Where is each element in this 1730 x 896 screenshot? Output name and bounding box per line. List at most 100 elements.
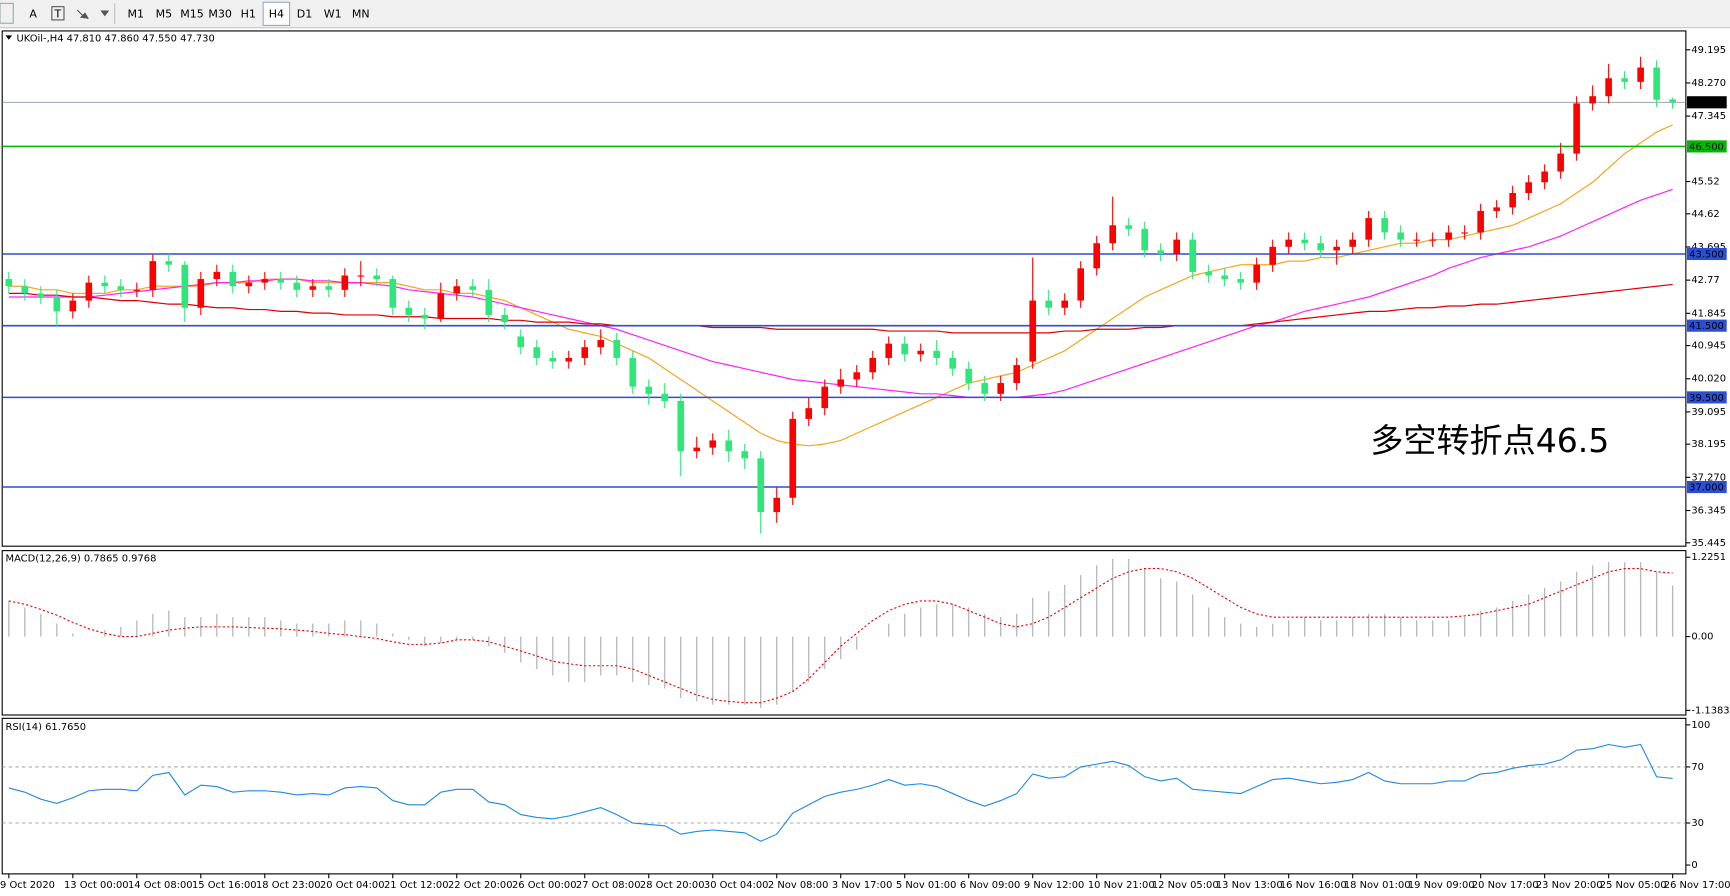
x-tick-label: 13 Nov 13:00 (1216, 880, 1283, 891)
candle-body (277, 279, 285, 283)
candle-body (677, 400, 685, 452)
timeframe-button[interactable]: M30 (208, 7, 232, 20)
candle-body (213, 271, 221, 280)
candle-body (69, 300, 77, 312)
level-label-box (1686, 140, 1727, 153)
candle-body (149, 261, 157, 290)
candle-body (901, 343, 909, 355)
level-label: 43.500 (1689, 250, 1724, 261)
y-tick-label: 0 (1691, 860, 1697, 871)
toolbar-items: A T M1 M5 M15 M30 H1 H4 D1 W1 MN (29, 1, 370, 26)
candle-body (1541, 171, 1548, 183)
x-tick-label: 9 Oct 2020 (0, 880, 55, 891)
x-tick-label: 28 Oct 20:00 (640, 880, 705, 891)
candle-body (773, 497, 781, 513)
x-tick-label: 18 Nov 01:00 (1344, 880, 1411, 891)
candle-body (1253, 264, 1260, 283)
x-tick-label: 9 Nov 12:00 (1024, 880, 1084, 891)
tool-icon[interactable] (76, 9, 110, 20)
x-tick-label: 13 Oct 00:00 (64, 880, 129, 891)
candle-body (1029, 300, 1037, 362)
x-tick-label: 19 Nov 09:00 (1408, 880, 1475, 891)
moving-average (8, 283, 1673, 334)
candle-body (1237, 279, 1244, 283)
timeframe-button[interactable]: D1 (297, 7, 313, 20)
x-tick-label: 21 Oct 12:00 (384, 880, 449, 891)
timeframe-active[interactable] (262, 1, 291, 26)
timeframe-button[interactable]: M5 (156, 7, 173, 20)
candle-body (869, 357, 877, 373)
candle-body (1573, 103, 1580, 154)
annotation: 多空转折点46.5 (1370, 421, 1609, 460)
x-tick-label: 20 Oct 04:00 (320, 880, 385, 891)
tool-icon-box[interactable] (51, 6, 65, 21)
timeframe-button[interactable]: M15 (180, 7, 204, 20)
candle-body (933, 350, 941, 358)
chart-title: UKOil-,H4 47.810 47.860 47.550 47.730 (17, 34, 215, 45)
candle-body (549, 357, 557, 362)
candle-body (1397, 232, 1404, 240)
candle-body (1045, 300, 1053, 308)
candle-body (1589, 96, 1596, 104)
level-label-box (1686, 319, 1727, 332)
macd-signal (8, 568, 1673, 704)
candle-body (1317, 243, 1324, 251)
candle-body (581, 347, 589, 358)
timeframe-button[interactable]: M1 (127, 7, 144, 20)
candle-body (821, 386, 829, 409)
rsi-panel (1, 717, 1687, 875)
plot-area (2, 56, 1686, 534)
candle-body (165, 261, 173, 265)
candle-body (1605, 78, 1612, 97)
candle-body (789, 418, 797, 498)
y-tick-label: 35.445 (1691, 538, 1726, 549)
candle-body (405, 307, 413, 315)
x-tick-label: 6 Nov 09:00 (960, 880, 1020, 891)
candle-body (437, 293, 445, 319)
candle-body (565, 357, 573, 362)
candle-body (981, 383, 989, 394)
timeframe-button[interactable]: MN (352, 7, 370, 20)
candle-body (1445, 232, 1452, 240)
candle-body (1125, 225, 1133, 229)
x-tick-label: 2 Nov 08:00 (768, 880, 828, 891)
candle-body (37, 293, 45, 297)
candle-body (53, 296, 61, 312)
indicator-title: MACD(12,26,9) 0.7865 0.9768 (6, 553, 157, 564)
timeframe-button[interactable]: W1 (324, 7, 342, 20)
timeframe-button[interactable]: H4 (269, 7, 284, 20)
candle-body (917, 350, 925, 355)
timeframe-button[interactable]: H1 (241, 7, 256, 20)
y-tick-label: 49.195 (1691, 45, 1726, 56)
candle-body (1621, 78, 1628, 82)
y-tick-label: 41.845 (1691, 308, 1726, 319)
candle-body (629, 357, 637, 387)
y-tick-label: 42.77 (1691, 275, 1719, 286)
y-tick-label: 36.345 (1691, 506, 1726, 517)
last-price-box (1686, 96, 1727, 109)
candle-body (805, 408, 813, 419)
tool-label[interactable]: A (29, 7, 37, 20)
candle-body (1141, 228, 1149, 251)
y-tick-label: 47.345 (1691, 111, 1726, 122)
tool-icon[interactable] (0, 2, 14, 24)
level-label-box (1686, 480, 1727, 494)
x-tick-label: 5 Nov 01:00 (896, 880, 956, 891)
candle-body (117, 286, 125, 290)
candle-body (1669, 99, 1676, 103)
y-tick-label: 44.62 (1691, 209, 1719, 220)
candle-body (245, 282, 253, 287)
level-label: 46.500 (1689, 142, 1724, 153)
candle-body (1285, 239, 1292, 247)
candle-body (325, 286, 333, 290)
x-tick-label: 20 Nov 17:00 (1472, 880, 1539, 891)
candle-body (533, 347, 541, 358)
title-arrow (5, 35, 13, 40)
y-tick-label: 100 (1691, 720, 1710, 731)
candle-body (373, 275, 381, 280)
candle-body (1093, 243, 1101, 269)
tool-label[interactable]: T (54, 7, 62, 20)
candle-body (261, 279, 269, 283)
candle-body (1109, 225, 1117, 244)
y-tick-label: 40.945 (1691, 341, 1726, 352)
